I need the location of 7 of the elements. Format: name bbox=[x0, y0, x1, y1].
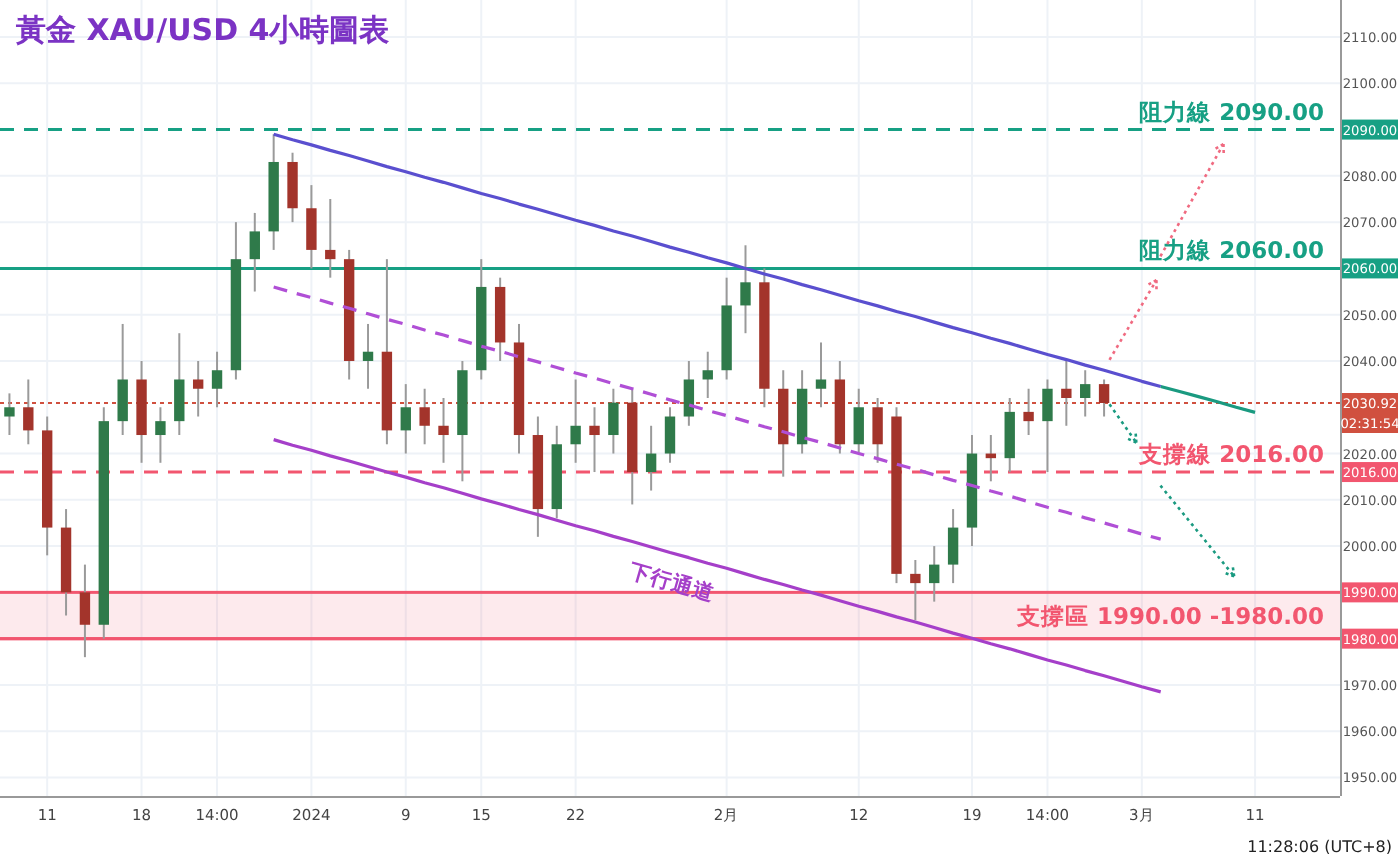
text: 11:28:06 (UTC+8) bbox=[1247, 838, 1392, 856]
text: 黃金 XAU/USD 4小時圖表 bbox=[14, 12, 392, 48]
ref-line-label: 阻力線 2090.00 bbox=[1139, 97, 1324, 126]
ref-line-label: 支撐線 2016.00 bbox=[1137, 440, 1324, 469]
annotation: 下行通道 bbox=[624, 557, 720, 608]
band-label: 支撐區 1990.00 -1980.00 bbox=[1014, 601, 1324, 630]
ref-line-label: 阻力線 2060.00 bbox=[1139, 236, 1324, 265]
